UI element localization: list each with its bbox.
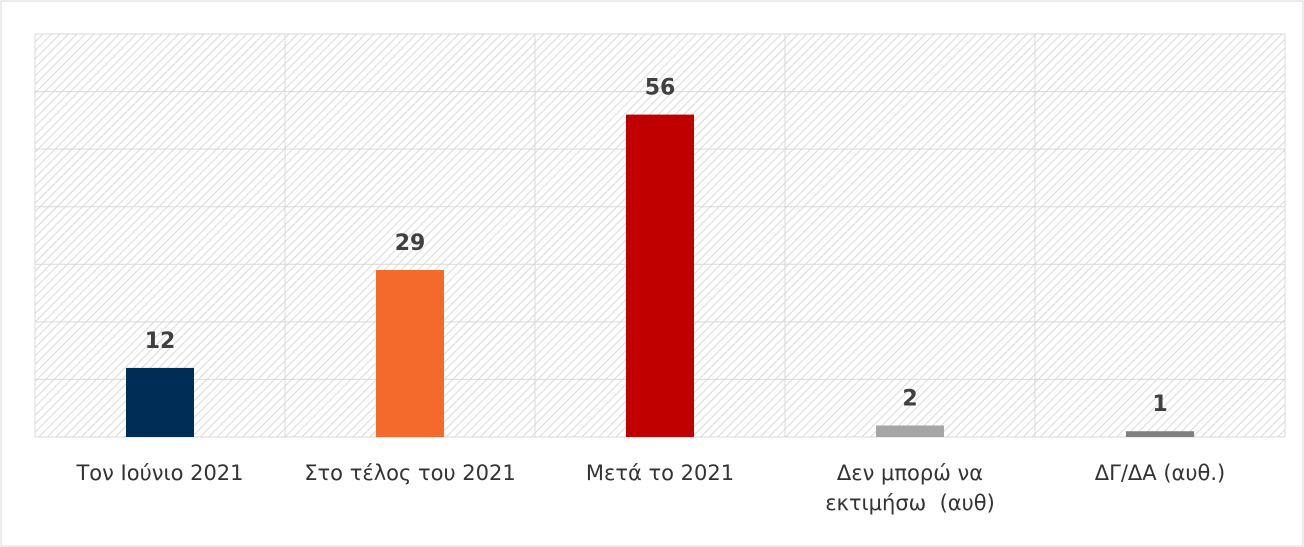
x-tick-label: Δεν μπορώ να εκτιμήσω (αυθ) (825, 461, 995, 515)
x-tick-label: Στο τέλος του 2021 (304, 461, 516, 485)
data-label: 12 (145, 329, 176, 354)
data-label: 2 (902, 386, 917, 411)
x-tick-label: Τον Ιούνιο 2021 (76, 461, 244, 485)
x-tick-label: Μετά το 2021 (585, 461, 735, 485)
data-label: 1 (1152, 392, 1167, 417)
bar (376, 270, 444, 437)
bar (626, 114, 694, 437)
x-tick-label: ΔΓ/ΔΑ (αυθ.) (1094, 461, 1226, 485)
bar (1126, 431, 1194, 437)
bar (126, 367, 194, 437)
data-label: 56 (645, 76, 676, 101)
bar (876, 425, 944, 437)
data-label: 29 (395, 231, 426, 256)
